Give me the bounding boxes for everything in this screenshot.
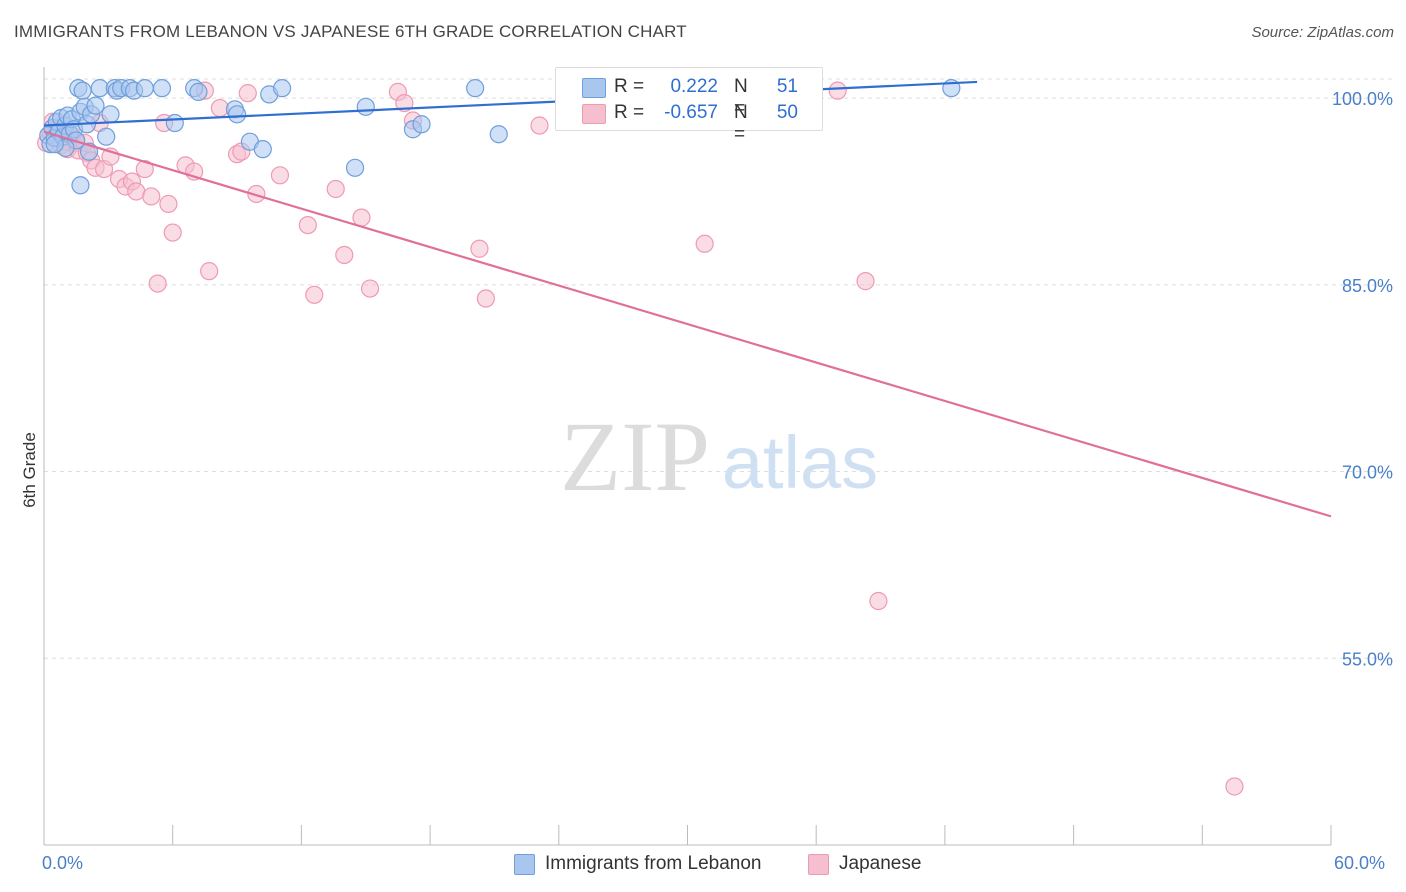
lebanon-point — [253, 140, 272, 159]
japanese-point — [135, 159, 154, 179]
japanese-point — [142, 187, 161, 206]
lebanon-point — [152, 79, 172, 98]
lebanon-point — [227, 105, 247, 124]
japanese-point — [470, 239, 489, 258]
legend-swatch-pink — [582, 104, 606, 124]
japanese-point — [326, 179, 345, 199]
axes — [43, 67, 1332, 846]
y-tick-label: 100.0% — [1332, 89, 1393, 109]
legend-label-lebanon: Immigrants from Lebanon — [545, 853, 762, 874]
japanese-point — [298, 215, 317, 235]
lebanon-point — [97, 127, 116, 146]
japanese-point — [270, 166, 290, 185]
japanese-point — [238, 84, 257, 103]
y-tick-label: 55.0% — [1342, 649, 1393, 669]
japanese-point — [828, 81, 847, 100]
japanese-point — [856, 272, 875, 291]
watermark: ZIP atlas — [560, 401, 878, 512]
legend-r-value: 0.222 — [670, 76, 718, 97]
legend-n-value: 51 — [776, 76, 798, 97]
japanese-point — [395, 93, 414, 113]
japanese-point — [247, 184, 266, 204]
legend-swatch-blue — [582, 78, 606, 98]
legend-swatch-pink — [808, 854, 829, 875]
legend-r-label: R = — [614, 102, 645, 123]
lebanon-point — [135, 79, 154, 98]
lebanon-point — [45, 135, 64, 154]
japanese-point — [210, 98, 229, 118]
x-tick-label-max: 60.0% — [1334, 853, 1386, 873]
japanese-point — [695, 234, 714, 253]
legend-n-label: N = — [734, 76, 748, 119]
lebanon-point — [272, 79, 292, 98]
japanese-trend-line — [43, 130, 1332, 518]
legend-n-value: 50 — [776, 102, 798, 123]
lebanon-point — [71, 176, 90, 195]
watermark-zip: ZIP — [560, 401, 710, 512]
japanese-point — [148, 274, 167, 293]
lebanon-point — [466, 79, 485, 98]
x-tick-label-min: 0.0% — [42, 853, 84, 873]
japanese-point — [335, 245, 354, 265]
legend-r-label: R = — [614, 76, 645, 97]
lebanon-point — [345, 158, 365, 177]
legend-swatch-blue — [514, 854, 535, 875]
japanese-point — [159, 194, 178, 214]
lebanon-point — [165, 113, 184, 133]
grid-lines — [44, 78, 1394, 659]
lebanon-points — [39, 79, 961, 195]
y-tick-label: 85.0% — [1342, 276, 1393, 296]
lebanon-point — [489, 125, 508, 144]
chart-title: IMMIGRANTS FROM LEBANON VS JAPANESE 6TH … — [14, 22, 687, 41]
lebanon-point — [189, 82, 208, 101]
japanese-point — [305, 285, 324, 304]
lebanon-point — [356, 97, 375, 116]
lebanon-point — [86, 96, 105, 115]
legend-n-label: N = — [734, 102, 748, 145]
y-tick-label: 70.0% — [1342, 463, 1393, 483]
y-axis-label: 6th Grade — [20, 432, 39, 508]
stats-legend: R = 0.222 N = 51 R = -0.657 N = 50 — [555, 67, 823, 145]
lebanon-point — [412, 115, 431, 134]
lebanon-point — [101, 105, 120, 124]
series-legend: Immigrants from Lebanon Japanese — [0, 852, 1406, 878]
chart-source: Source: ZipAtlas.com — [1251, 24, 1394, 41]
japanese-point — [352, 208, 371, 227]
japanese-point — [127, 182, 146, 201]
legend-label-japanese: Japanese — [839, 853, 922, 874]
japanese-point — [1225, 777, 1244, 796]
japanese-point — [869, 591, 888, 611]
japanese-point — [530, 116, 549, 135]
japanese-point — [163, 223, 182, 242]
japanese-point — [360, 279, 380, 298]
japanese-point — [476, 289, 495, 308]
legend-r-value: -0.657 — [664, 102, 718, 123]
lebanon-trend-line — [43, 80, 978, 127]
lebanon-point — [73, 81, 92, 100]
japanese-point — [200, 262, 219, 281]
watermark-atlas: atlas — [722, 421, 878, 504]
y-tick-labels: 100.0% 85.0% 70.0% 55.0% — [1332, 89, 1393, 669]
